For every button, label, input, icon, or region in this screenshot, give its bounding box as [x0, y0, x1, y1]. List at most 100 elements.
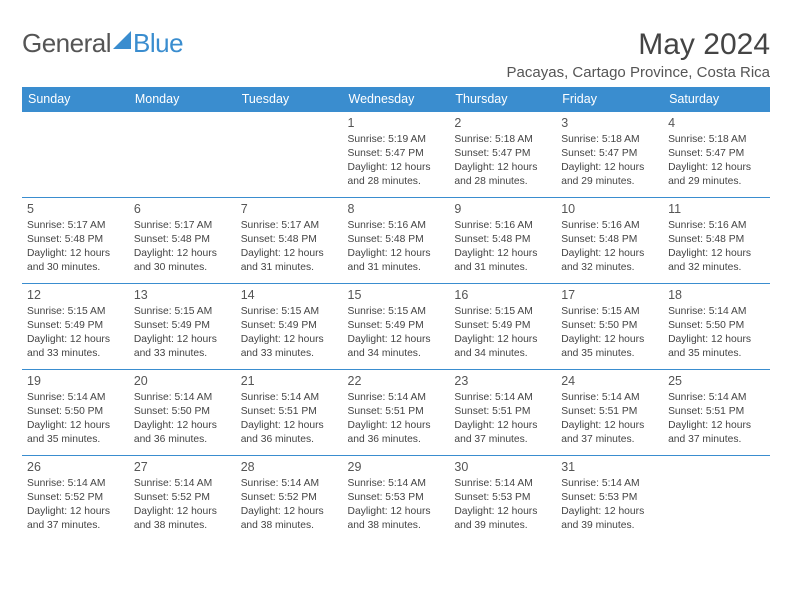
daylight: Daylight: 12 hours and 38 minutes.	[134, 505, 231, 533]
day-number: 25	[668, 373, 765, 390]
calendar-cell: 31Sunrise: 5:14 AMSunset: 5:53 PMDayligh…	[556, 456, 663, 542]
day-number: 6	[134, 201, 231, 218]
daylight: Daylight: 12 hours and 39 minutes.	[561, 505, 658, 533]
sunset: Sunset: 5:48 PM	[348, 233, 445, 247]
calendar-row: 1Sunrise: 5:19 AMSunset: 5:47 PMDaylight…	[22, 112, 770, 198]
sunrise: Sunrise: 5:15 AM	[561, 305, 658, 319]
sunset: Sunset: 5:48 PM	[27, 233, 124, 247]
daylight: Daylight: 12 hours and 33 minutes.	[134, 333, 231, 361]
day-number: 23	[454, 373, 551, 390]
sunset: Sunset: 5:51 PM	[668, 405, 765, 419]
logo: General Blue	[22, 28, 183, 59]
calendar-cell	[663, 456, 770, 542]
daylight: Daylight: 12 hours and 28 minutes.	[348, 161, 445, 189]
sunrise: Sunrise: 5:18 AM	[668, 133, 765, 147]
sunrise: Sunrise: 5:16 AM	[454, 219, 551, 233]
header: General Blue May 2024 Pacayas, Cartago P…	[22, 28, 770, 81]
sunrise: Sunrise: 5:14 AM	[454, 477, 551, 491]
daylight: Daylight: 12 hours and 31 minutes.	[348, 247, 445, 275]
day-number: 4	[668, 115, 765, 132]
day-number: 27	[134, 459, 231, 476]
sunrise: Sunrise: 5:14 AM	[561, 477, 658, 491]
sunrise: Sunrise: 5:14 AM	[348, 477, 445, 491]
sunset: Sunset: 5:48 PM	[241, 233, 338, 247]
sunrise: Sunrise: 5:14 AM	[668, 305, 765, 319]
daylight: Daylight: 12 hours and 30 minutes.	[27, 247, 124, 275]
day-number: 22	[348, 373, 445, 390]
calendar-cell: 19Sunrise: 5:14 AMSunset: 5:50 PMDayligh…	[22, 370, 129, 456]
calendar-row: 12Sunrise: 5:15 AMSunset: 5:49 PMDayligh…	[22, 284, 770, 370]
day-number: 15	[348, 287, 445, 304]
calendar-cell	[236, 112, 343, 198]
day-number: 8	[348, 201, 445, 218]
daylight: Daylight: 12 hours and 38 minutes.	[348, 505, 445, 533]
sunset: Sunset: 5:47 PM	[454, 147, 551, 161]
daylight: Daylight: 12 hours and 37 minutes.	[561, 419, 658, 447]
daylight: Daylight: 12 hours and 38 minutes.	[241, 505, 338, 533]
sunrise: Sunrise: 5:14 AM	[454, 391, 551, 405]
calendar-cell: 21Sunrise: 5:14 AMSunset: 5:51 PMDayligh…	[236, 370, 343, 456]
daylight: Daylight: 12 hours and 31 minutes.	[454, 247, 551, 275]
sunset: Sunset: 5:51 PM	[348, 405, 445, 419]
sunset: Sunset: 5:49 PM	[348, 319, 445, 333]
day-number: 1	[348, 115, 445, 132]
day-number: 16	[454, 287, 551, 304]
sunrise: Sunrise: 5:14 AM	[27, 391, 124, 405]
sunset: Sunset: 5:48 PM	[454, 233, 551, 247]
daylight: Daylight: 12 hours and 37 minutes.	[668, 419, 765, 447]
sunrise: Sunrise: 5:16 AM	[561, 219, 658, 233]
day-number: 30	[454, 459, 551, 476]
day-number: 11	[668, 201, 765, 218]
sunrise: Sunrise: 5:14 AM	[134, 477, 231, 491]
sunset: Sunset: 5:50 PM	[134, 405, 231, 419]
calendar-cell: 3Sunrise: 5:18 AMSunset: 5:47 PMDaylight…	[556, 112, 663, 198]
location: Pacayas, Cartago Province, Costa Rica	[507, 64, 770, 81]
sunset: Sunset: 5:51 PM	[241, 405, 338, 419]
page-title: May 2024	[507, 28, 770, 62]
day-number: 9	[454, 201, 551, 218]
sunset: Sunset: 5:49 PM	[454, 319, 551, 333]
calendar-cell: 2Sunrise: 5:18 AMSunset: 5:47 PMDaylight…	[449, 112, 556, 198]
sunrise: Sunrise: 5:17 AM	[27, 219, 124, 233]
daylight: Daylight: 12 hours and 37 minutes.	[27, 505, 124, 533]
calendar-cell: 20Sunrise: 5:14 AMSunset: 5:50 PMDayligh…	[129, 370, 236, 456]
calendar-row: 26Sunrise: 5:14 AMSunset: 5:52 PMDayligh…	[22, 456, 770, 542]
logo-text-general: General	[22, 28, 111, 59]
daylight: Daylight: 12 hours and 28 minutes.	[454, 161, 551, 189]
sunset: Sunset: 5:50 PM	[27, 405, 124, 419]
day-number: 18	[668, 287, 765, 304]
daylight: Daylight: 12 hours and 37 minutes.	[454, 419, 551, 447]
sunrise: Sunrise: 5:17 AM	[134, 219, 231, 233]
day-number: 2	[454, 115, 551, 132]
calendar-cell: 17Sunrise: 5:15 AMSunset: 5:50 PMDayligh…	[556, 284, 663, 370]
sunrise: Sunrise: 5:15 AM	[27, 305, 124, 319]
daylight: Daylight: 12 hours and 36 minutes.	[134, 419, 231, 447]
daylight: Daylight: 12 hours and 36 minutes.	[241, 419, 338, 447]
sunset: Sunset: 5:49 PM	[134, 319, 231, 333]
calendar-cell: 30Sunrise: 5:14 AMSunset: 5:53 PMDayligh…	[449, 456, 556, 542]
sunrise: Sunrise: 5:14 AM	[27, 477, 124, 491]
calendar-cell: 28Sunrise: 5:14 AMSunset: 5:52 PMDayligh…	[236, 456, 343, 542]
day-number: 12	[27, 287, 124, 304]
logo-sail-icon	[113, 31, 133, 51]
daylight: Daylight: 12 hours and 35 minutes.	[668, 333, 765, 361]
day-number: 10	[561, 201, 658, 218]
sunset: Sunset: 5:51 PM	[561, 405, 658, 419]
sunrise: Sunrise: 5:15 AM	[241, 305, 338, 319]
day-number: 24	[561, 373, 658, 390]
col-header: Thursday	[449, 87, 556, 112]
calendar-cell: 15Sunrise: 5:15 AMSunset: 5:49 PMDayligh…	[343, 284, 450, 370]
calendar-cell: 1Sunrise: 5:19 AMSunset: 5:47 PMDaylight…	[343, 112, 450, 198]
daylight: Daylight: 12 hours and 36 minutes.	[348, 419, 445, 447]
calendar-cell: 11Sunrise: 5:16 AMSunset: 5:48 PMDayligh…	[663, 198, 770, 284]
col-header: Wednesday	[343, 87, 450, 112]
sunset: Sunset: 5:47 PM	[668, 147, 765, 161]
sunset: Sunset: 5:47 PM	[561, 147, 658, 161]
calendar-cell: 10Sunrise: 5:16 AMSunset: 5:48 PMDayligh…	[556, 198, 663, 284]
sunset: Sunset: 5:47 PM	[348, 147, 445, 161]
calendar-cell: 7Sunrise: 5:17 AMSunset: 5:48 PMDaylight…	[236, 198, 343, 284]
sunset: Sunset: 5:49 PM	[241, 319, 338, 333]
daylight: Daylight: 12 hours and 30 minutes.	[134, 247, 231, 275]
day-number: 3	[561, 115, 658, 132]
sunrise: Sunrise: 5:16 AM	[348, 219, 445, 233]
